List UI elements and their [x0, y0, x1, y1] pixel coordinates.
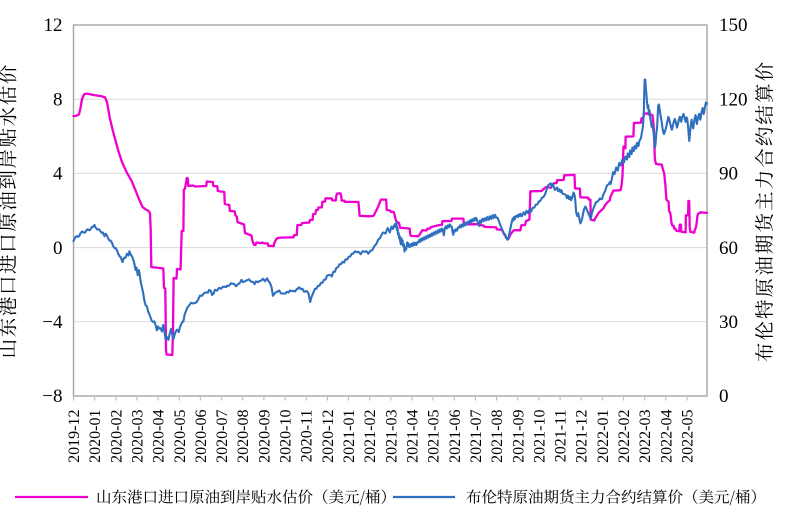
svg-text:2020-09: 2020-09	[256, 410, 273, 463]
svg-text:2021-09: 2021-09	[510, 410, 527, 463]
svg-text:2021-01: 2021-01	[341, 410, 358, 463]
svg-text:2020-11: 2020-11	[299, 410, 316, 463]
svg-text:0: 0	[53, 238, 63, 259]
svg-text:8: 8	[53, 89, 63, 110]
svg-text:2020-12: 2020-12	[320, 410, 337, 463]
svg-text:2019-12: 2019-12	[66, 410, 83, 463]
svg-text:90: 90	[719, 164, 738, 185]
svg-text:2020-08: 2020-08	[235, 410, 252, 463]
svg-text:4: 4	[53, 164, 63, 185]
svg-text:2022-02: 2022-02	[616, 410, 633, 463]
svg-text:2021-06: 2021-06	[447, 410, 464, 463]
svg-text:30: 30	[719, 312, 738, 333]
svg-text:150: 150	[719, 15, 748, 36]
svg-text:2022-01: 2022-01	[595, 410, 612, 463]
svg-text:2021-08: 2021-08	[489, 410, 506, 463]
svg-text:2021-02: 2021-02	[362, 410, 379, 463]
svg-text:−8: −8	[42, 386, 62, 407]
svg-text:−4: −4	[42, 312, 63, 333]
svg-text:2020-06: 2020-06	[193, 410, 210, 463]
svg-text:2020-02: 2020-02	[108, 410, 125, 463]
svg-text:2021-12: 2021-12	[574, 410, 591, 463]
svg-text:2022-03: 2022-03	[637, 410, 654, 463]
svg-text:2021-04: 2021-04	[405, 410, 422, 463]
svg-text:2020-03: 2020-03	[130, 410, 147, 463]
svg-text:2021-10: 2021-10	[531, 410, 548, 463]
svg-text:120: 120	[719, 89, 748, 110]
svg-text:2022-05: 2022-05	[680, 410, 697, 463]
svg-text:2020-07: 2020-07	[214, 410, 231, 463]
svg-text:2020-10: 2020-10	[278, 410, 295, 463]
svg-text:2021-11: 2021-11	[553, 410, 570, 463]
svg-text:2021-07: 2021-07	[468, 410, 485, 463]
svg-text:2021-05: 2021-05	[426, 410, 443, 463]
svg-text:2020-04: 2020-04	[151, 410, 168, 463]
svg-text:2022-04: 2022-04	[658, 410, 675, 463]
svg-text:12: 12	[44, 15, 63, 36]
svg-text:2020-01: 2020-01	[87, 410, 104, 463]
svg-text:2021-03: 2021-03	[383, 410, 400, 463]
svg-text:0: 0	[719, 386, 729, 407]
svg-text:60: 60	[719, 238, 738, 259]
svg-text:2020-05: 2020-05	[172, 410, 189, 463]
